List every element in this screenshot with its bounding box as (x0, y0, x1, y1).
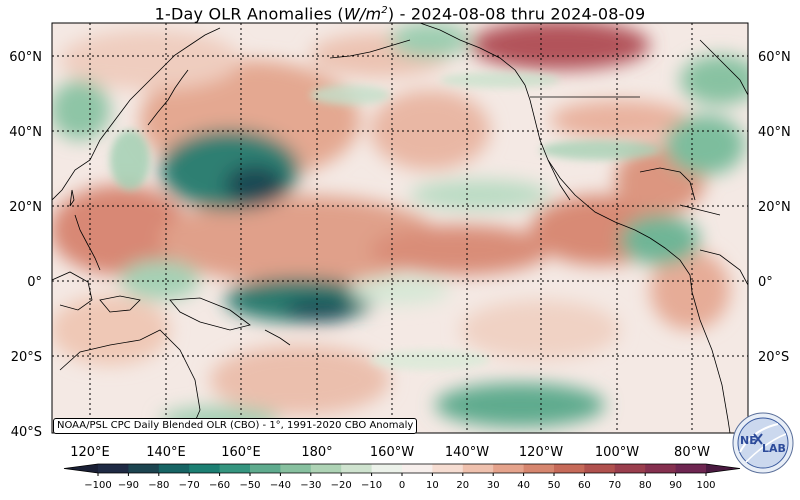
lat-labels-right: 60°N 40°N 20°N 0° 20°S (758, 50, 791, 365)
lat-label: 40°N (758, 125, 791, 140)
colorbar-bin (523, 464, 555, 473)
colorbar-bin (402, 464, 433, 473)
colorbar-bin (493, 464, 525, 473)
lon-label: 120°W (519, 445, 563, 460)
colorbar-bin (310, 464, 342, 473)
colorbar-bin (614, 464, 646, 473)
nexlab-logo: NE LAB (732, 412, 794, 474)
colorbar-tick-label: −40 (270, 480, 291, 491)
colorbar-bin (675, 464, 707, 473)
colorbar-tick-label: 10 (426, 480, 439, 491)
lon-label: 160°W (370, 445, 414, 460)
colorbar-tick-label: −90 (118, 480, 139, 491)
colorbar-tick-label: −50 (239, 480, 260, 491)
colorbar-tick-label: −60 (209, 480, 230, 491)
colorbar-tick-label: 50 (548, 480, 561, 491)
colorbar-extend-low (64, 464, 98, 473)
colorbar-bin (280, 464, 312, 473)
colorbar-bin (341, 464, 373, 473)
colorbar-tick-label: 80 (639, 480, 652, 491)
lat-label: 60°N (758, 50, 791, 65)
lon-label: 140°E (146, 445, 186, 460)
colorbar-tick-label: −80 (148, 480, 169, 491)
colorbar-bin (584, 464, 616, 473)
colorbar-bin (189, 464, 221, 473)
colorbar-tick-label: 0 (399, 480, 405, 491)
lat-label: 60°N (9, 50, 42, 65)
lat-label: 0° (758, 275, 773, 290)
lon-label: 140°W (445, 445, 489, 460)
lon-labels: 120°E 140°E 160°E 180° 160°W 140°W 120°W… (70, 445, 710, 460)
colorbar-tick-label: 100 (696, 480, 715, 491)
colorbar-tick-label: −20 (331, 480, 352, 491)
colorbar-tick-label: 70 (608, 480, 621, 491)
lat-label: 40°N (9, 125, 42, 140)
lon-label: 180° (301, 445, 332, 460)
colorbar-tick-labels: −100 −90 −80 −70 −60 −50 −40 −30 −20 −10 0 10 20 30 40… (84, 473, 716, 491)
lon-label: 100°W (595, 445, 639, 460)
graticule (52, 23, 748, 433)
colorbar (63, 463, 741, 474)
lat-label: 20°N (9, 200, 42, 215)
map-title: 1-Day OLR Anomalies (W/m2) - 2024-08-08 … (154, 4, 646, 24)
colorbar-tick-label: 20 (456, 480, 469, 491)
lat-label: 20°N (758, 200, 791, 215)
colorbar-tick-label: −30 (300, 480, 321, 491)
colorbar-tick-label: −10 (361, 480, 382, 491)
colorbar-bin (462, 464, 494, 473)
colorbar-tick-label: 30 (487, 480, 500, 491)
colorbar-tick-label: 40 (517, 480, 530, 491)
colorbar-bin (554, 464, 585, 473)
colorbar-tick-label: 60 (578, 480, 591, 491)
colorbar-bin (98, 464, 129, 473)
lat-label: 0° (27, 275, 42, 290)
colorbar-bin (645, 464, 677, 473)
data-source-credit: NOAA/PSL CPC Daily Blended OLR (CBO) - 1… (53, 418, 418, 434)
svg-text:NE: NE (740, 434, 757, 447)
colorbar-bin (219, 464, 251, 473)
colorbar-bin (128, 464, 160, 473)
lat-label: 40°S (11, 425, 42, 440)
colorbar-tick-label: −70 (179, 480, 200, 491)
colorbar-bin (158, 464, 190, 473)
anomaly-field (52, 23, 748, 433)
colorbar-bin (250, 464, 281, 473)
lat-label: 20°S (758, 350, 789, 365)
lon-label: 120°E (70, 445, 110, 460)
svg-text:LAB: LAB (762, 442, 786, 455)
lat-label: 20°S (11, 350, 42, 365)
colorbar-bin (432, 464, 464, 473)
lon-label: 160°E (221, 445, 261, 460)
lat-labels-left: 60°N 40°N 20°N 0° 20°S 40°S (9, 50, 42, 440)
colorbar-tick-label: −100 (84, 480, 111, 491)
lon-label: 80°W (674, 445, 710, 460)
colorbar-bin (371, 464, 403, 473)
colorbar-tick-label: 90 (669, 480, 682, 491)
colorbar-extend-high (706, 464, 740, 473)
